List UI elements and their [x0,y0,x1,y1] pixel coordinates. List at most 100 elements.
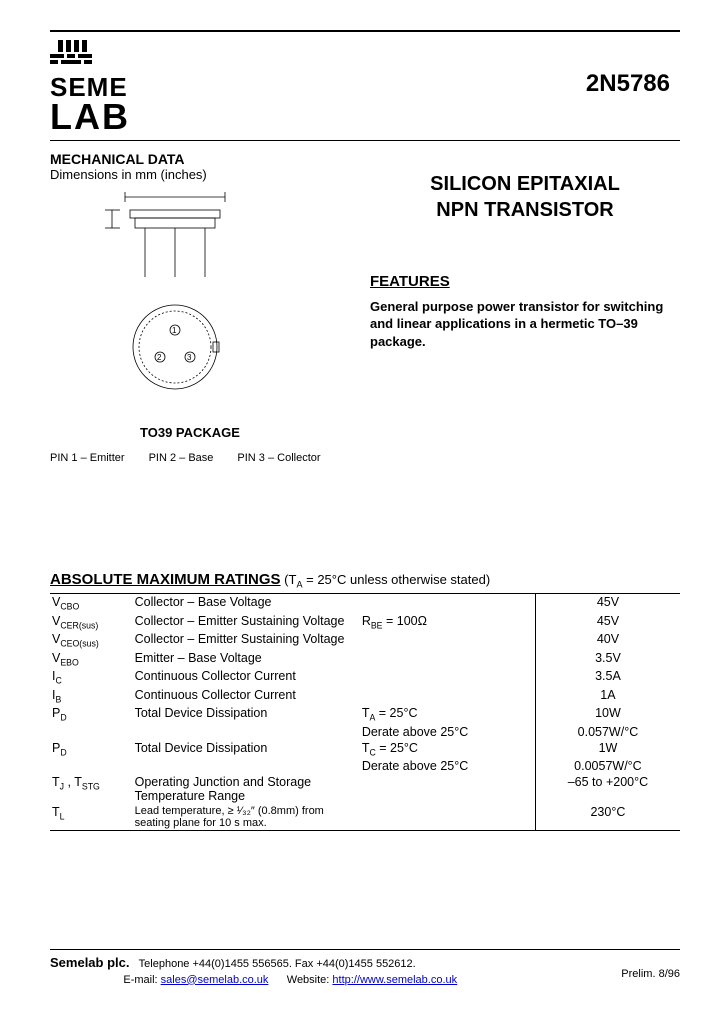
table-row: VCEO(sus)Collector – Emitter Sustaining … [50,631,680,650]
rating-symbol: IC [50,668,133,687]
table-row: PDTotal Device DissipationTC = 25°C1W [50,740,680,759]
rating-value: 1W [535,740,680,759]
table-row: TLLead temperature, ≥ ¹⁄₃₂″ (0.8mm) from… [50,804,680,831]
rating-value: 3.5A [535,668,680,687]
email-label: E-mail: [123,974,160,986]
package-drawing: 1 2 3 [80,192,350,415]
rating-value: 45V [535,594,680,613]
rating-value: –65 to +200°C [535,774,680,804]
rating-symbol: IB [50,687,133,706]
rating-cond: RBE = 100Ω [360,613,536,632]
pin-labels: PIN 1 – Emitter PIN 2 – Base PIN 3 – Col… [50,452,350,464]
rating-value: 1A [535,687,680,706]
mid-section: MECHANICAL DATA Dimensions in mm (inches… [50,151,680,491]
table-row: VCER(sus)Collector – Emitter Sustaining … [50,613,680,632]
rating-symbol [50,758,133,774]
table-row: IBContinuous Collector Current 1A [50,687,680,706]
rating-desc: Lead temperature, ≥ ¹⁄₃₂″ (0.8mm) from s… [133,804,360,831]
package-label: TO39 PACKAGE [30,425,350,440]
rating-desc: Collector – Base Voltage [133,594,360,613]
ratings-title: ABSOLUTE MAXIMUM RATINGS [50,571,281,588]
features-title: FEATURES [370,273,680,290]
rating-cond: TC = 25°C [360,740,536,759]
mechanical-title: MECHANICAL DATA [50,151,350,167]
product-title-l2: NPN TRANSISTOR [436,199,613,221]
rating-cond [360,804,536,831]
table-row: VCBOCollector – Base Voltage 45V [50,594,680,613]
rating-symbol: PD [50,705,133,724]
rating-symbol: TJ , TSTG [50,774,133,804]
prelim-date: Prelim. 8/96 [621,968,680,988]
rating-value: 3.5V [535,650,680,669]
rating-value: 10W [535,705,680,724]
features-body: General purpose power transistor for swi… [370,298,680,351]
rating-cond: Derate above 25°C [360,724,536,740]
pin-2: PIN 2 – Base [149,452,214,464]
right-column: SILICON EPITAXIAL NPN TRANSISTOR FEATURE… [370,151,680,491]
rating-symbol: VCEO(sus) [50,631,133,650]
rating-cond: Derate above 25°C [360,758,536,774]
part-number: 2N5786 [586,70,670,98]
rating-desc [133,724,360,740]
footer-contact: Semelab plc. Telephone +44(0)1455 556565… [50,954,457,988]
table-row: PDTotal Device DissipationTA = 25°C10W [50,705,680,724]
rating-cond [360,631,536,650]
logo: SEME LAB [50,40,170,134]
rating-symbol [50,724,133,740]
rating-symbol: TL [50,804,133,831]
rating-desc: Total Device Dissipation [133,740,360,759]
email-link[interactable]: sales@semelab.co.uk [161,974,269,986]
rating-desc: Total Device Dissipation [133,705,360,724]
header-rule [50,140,680,141]
rating-cond [360,668,536,687]
phone-fax: Telephone +44(0)1455 556565. Fax +44(0)1… [139,958,416,970]
website-label: Website: [268,974,332,986]
rating-desc: Continuous Collector Current [133,687,360,706]
svg-text:1: 1 [172,326,177,335]
footer: Semelab plc. Telephone +44(0)1455 556565… [50,949,680,988]
rating-symbol: PD [50,740,133,759]
rating-symbol: VEBO [50,650,133,669]
svg-text:2: 2 [157,353,162,362]
rating-cond [360,594,536,613]
table-row: Derate above 25°C0.0057W/°C [50,758,680,774]
ratings-table: VCBOCollector – Base Voltage45VVCER(sus)… [50,593,680,831]
mechanical-data: MECHANICAL DATA Dimensions in mm (inches… [50,151,350,491]
rating-cond [360,774,536,804]
rating-value: 40V [535,631,680,650]
rating-cond [360,687,536,706]
product-title: SILICON EPITAXIAL NPN TRANSISTOR [370,171,680,223]
rating-cond: TA = 25°C [360,705,536,724]
rating-desc [133,758,360,774]
website-link[interactable]: http://www.semelab.co.uk [332,974,457,986]
company-name: Semelab plc. [50,955,129,970]
rating-value: 0.057W/°C [535,724,680,740]
pin-1: PIN 1 – Emitter [50,452,125,464]
rating-value: 230°C [535,804,680,831]
product-title-l1: SILICON EPITAXIAL [430,173,620,195]
pin-3: PIN 3 – Collector [237,452,320,464]
top-rule [50,30,680,32]
rating-cond [360,650,536,669]
rating-symbol: VCBO [50,594,133,613]
ratings-section: ABSOLUTE MAXIMUM RATINGS (TA = 25°C unle… [50,571,680,832]
rating-desc: Collector – Emitter Sustaining Voltage [133,613,360,632]
table-row: TJ , TSTGOperating Junction and Storage … [50,774,680,804]
logo-text-2: LAB [50,100,170,134]
mechanical-subtitle: Dimensions in mm (inches) [50,167,350,182]
rating-desc: Operating Junction and Storage Temperatu… [133,774,360,804]
table-row: ICContinuous Collector Current 3.5A [50,668,680,687]
footer-rule [50,949,680,950]
rating-value: 45V [535,613,680,632]
rating-desc: Collector – Emitter Sustaining Voltage [133,631,360,650]
ratings-condition: (TA = 25°C unless otherwise stated) [281,572,491,587]
rating-desc: Emitter – Base Voltage [133,650,360,669]
logo-icon [50,40,110,70]
table-row: VEBOEmitter – Base Voltage 3.5V [50,650,680,669]
rating-desc: Continuous Collector Current [133,668,360,687]
table-row: Derate above 25°C0.057W/°C [50,724,680,740]
svg-text:3: 3 [187,353,192,362]
rating-value: 0.0057W/°C [535,758,680,774]
rating-symbol: VCER(sus) [50,613,133,632]
header: SEME LAB 2N5786 [50,40,680,134]
